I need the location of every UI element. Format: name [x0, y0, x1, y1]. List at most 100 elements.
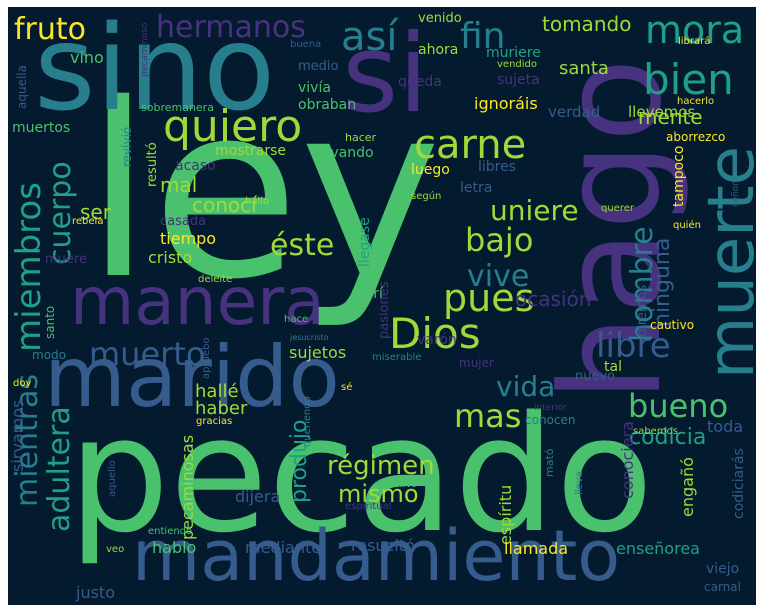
word: quién — [673, 220, 701, 231]
word: muertos — [12, 120, 71, 136]
word: hacer — [345, 131, 377, 144]
word: miembros — [9, 182, 49, 352]
word: mostrarse — [215, 143, 286, 159]
word: resultó — [145, 142, 160, 187]
word: engañó — [678, 457, 697, 517]
word: mujer — [459, 356, 494, 370]
word: llevemos — [628, 103, 696, 121]
word: apruebo — [201, 337, 212, 379]
word: rebela — [72, 216, 104, 227]
word: bueno — [628, 387, 729, 425]
word: cuerpo — [43, 161, 78, 265]
word: conocí — [192, 193, 257, 217]
word: éste — [270, 228, 335, 263]
word: santo — [43, 305, 57, 339]
word: llevando — [314, 145, 374, 161]
word: vendido — [497, 59, 537, 70]
word: letra — [460, 180, 493, 196]
word: hacerlo — [677, 96, 715, 107]
word: gracias — [196, 416, 233, 427]
word: uniere — [490, 194, 579, 227]
word: sobremanera — [141, 101, 214, 114]
word: manera — [70, 263, 325, 340]
word: resucitó — [351, 536, 415, 555]
word: sujetos — [289, 343, 347, 362]
word: doy — [13, 378, 32, 389]
word: llamada — [504, 539, 569, 558]
word: ninguna — [650, 237, 675, 327]
word: librará — [678, 36, 711, 47]
word: enseñorea — [616, 539, 700, 558]
word: sabemos — [633, 426, 678, 437]
word: ignoráis — [474, 94, 538, 113]
word: pecaminoso — [140, 22, 150, 77]
word: tomando — [542, 12, 632, 36]
word: pues — [443, 276, 535, 320]
word: acaso — [175, 158, 216, 174]
word: nuevo — [575, 369, 616, 384]
word: régimen — [327, 451, 435, 481]
word: miserable — [372, 352, 422, 363]
word: santa — [559, 58, 609, 79]
word: quiero — [163, 101, 303, 152]
word: vivía — [298, 80, 331, 96]
word: interior — [534, 403, 567, 413]
word: cautivo — [650, 318, 695, 332]
word: espíritu — [496, 484, 515, 545]
word: mente — [638, 105, 703, 129]
word: sujeta — [497, 72, 540, 88]
word: llegase — [357, 217, 373, 267]
word: sé — [341, 382, 353, 393]
word: jesucristo — [290, 333, 329, 342]
word: deleite — [198, 274, 233, 285]
word: pecado — [68, 381, 654, 568]
word: morí — [351, 286, 383, 302]
word: diremos — [635, 284, 650, 337]
word: sirvo — [395, 480, 417, 490]
word: mas — [454, 397, 522, 435]
word: vive — [467, 259, 530, 294]
word: codicia — [629, 425, 707, 450]
word: justo — [76, 583, 115, 602]
word: veo — [106, 544, 125, 555]
word: hablo — [152, 538, 197, 557]
word: bien — [643, 55, 734, 104]
word: hallé — [195, 381, 239, 402]
word: vida — [496, 370, 556, 403]
word: muerte — [695, 145, 756, 379]
word: tiempo — [160, 229, 217, 248]
word: hace — [284, 314, 309, 325]
word: querer — [601, 203, 634, 214]
word: ocasión — [515, 287, 592, 311]
word: muere — [45, 252, 87, 267]
word: modo — [32, 348, 66, 362]
word: muerto — [89, 335, 206, 373]
word: mandamiento — [132, 515, 621, 597]
word: espiritual — [345, 501, 392, 512]
word: dijera — [235, 487, 281, 506]
word: queriendo — [302, 396, 313, 447]
word: lleva — [574, 471, 585, 495]
word: pecaminosas — [178, 434, 197, 540]
word: sirvamos — [8, 399, 27, 472]
word: vino — [70, 48, 104, 67]
word: carnal — [704, 580, 741, 594]
word: tampoco — [671, 145, 687, 207]
word: mora — [645, 8, 745, 52]
word: según — [411, 191, 442, 202]
word: haber — [195, 398, 248, 419]
word: fin — [460, 16, 506, 57]
word: aquello — [107, 460, 118, 497]
word: libre — [596, 326, 671, 366]
word: medio — [298, 59, 339, 74]
word: aquella — [15, 65, 29, 109]
word: viejo — [706, 561, 740, 577]
word: conocen — [525, 413, 576, 427]
word: mismo — [338, 480, 419, 508]
word: revivió — [120, 126, 134, 167]
word: cristo — [148, 248, 193, 267]
word: sino — [34, 7, 276, 137]
word: obraban — [298, 97, 357, 113]
word: señor — [731, 181, 741, 207]
word: queda — [398, 74, 442, 90]
